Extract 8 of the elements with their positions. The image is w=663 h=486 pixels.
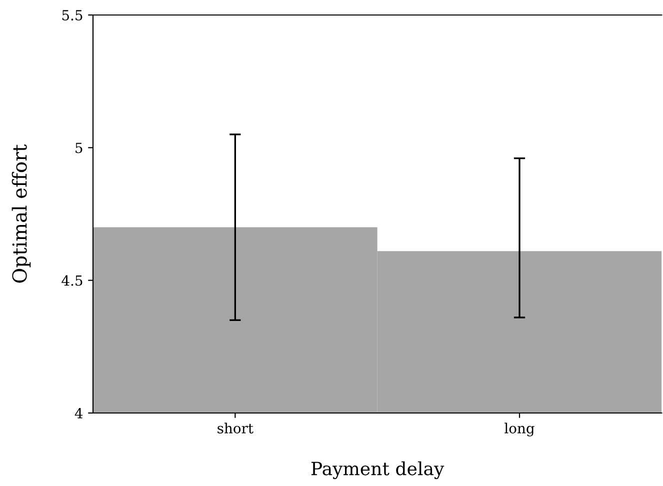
x-tick-label: short (218, 422, 254, 434)
y-tick-label: 5.5 (62, 10, 82, 20)
x-tick-label: long (504, 422, 534, 436)
x-axis-title: Payment delay (311, 461, 444, 480)
y-tick-label: 4.5 (62, 275, 82, 286)
y-axis-title: Optimal effort (12, 144, 31, 283)
y-tick-label: 5 (76, 142, 82, 154)
y-tick-label: 4 (74, 408, 83, 418)
